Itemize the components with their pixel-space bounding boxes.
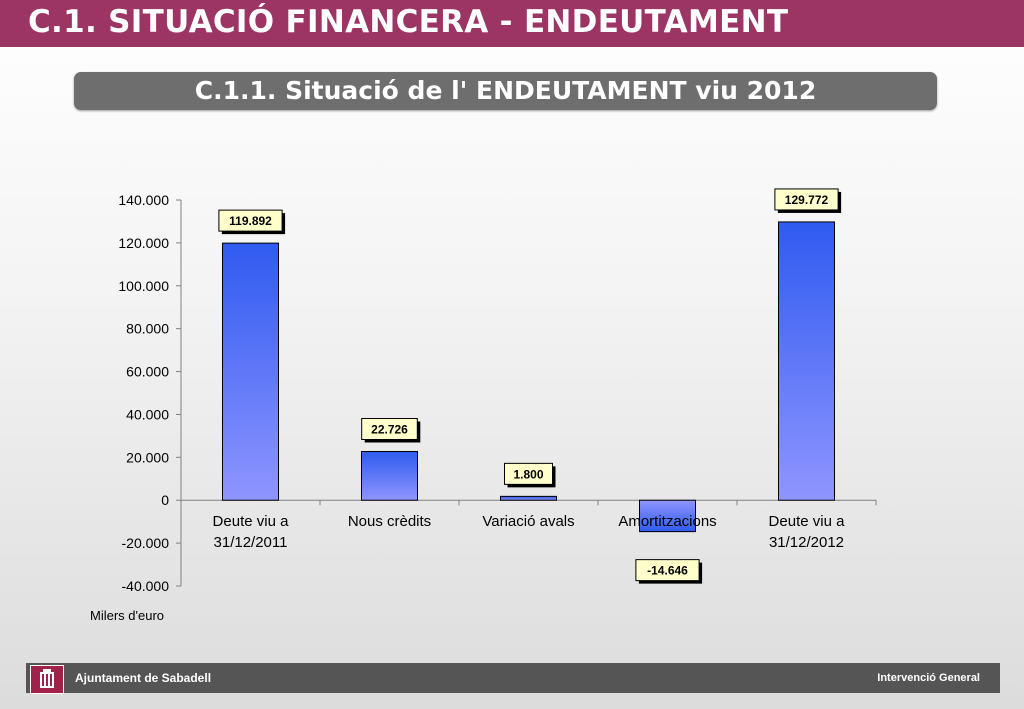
y-tick-label: 0	[161, 492, 169, 508]
footer-department: Intervenció General	[877, 672, 980, 684]
y-tick-label: 140.000	[118, 192, 169, 208]
x-tick-label: Deute viu a	[213, 513, 290, 530]
chart-subtitle: C.1.1. Situació de l' ENDEUTAMENT viu 20…	[194, 76, 817, 105]
y-tick-label: 60.000	[126, 364, 169, 380]
data-label: 119.892	[229, 214, 272, 228]
data-label-box	[635, 559, 700, 582]
y-tick-label: 120.000	[118, 235, 169, 251]
data-label: -14.646	[647, 564, 688, 578]
footer-organization: Ajuntament de Sabadell	[75, 671, 212, 685]
unit-label: Milers d'euro	[90, 608, 165, 623]
y-tick-label: 80.000	[126, 321, 169, 337]
data-label-box	[504, 462, 553, 485]
bar	[778, 221, 835, 501]
y-tick-label: 100.000	[118, 278, 169, 294]
page-title: C.1. SITUACIÓ FINANCERA - ENDEUTAMENT	[28, 4, 789, 40]
sabadell-logo-icon	[30, 665, 64, 694]
y-tick-label: -40.000	[122, 578, 170, 594]
y-tick-label: 40.000	[126, 406, 169, 422]
x-tick-label: Deute viu a	[769, 513, 846, 530]
x-tick-label: 31/12/2012	[769, 534, 844, 551]
data-label: 22.726	[371, 422, 408, 436]
x-tick-label: Amortitzacions	[618, 513, 716, 530]
y-tick-label: -20.000	[122, 535, 170, 551]
bar	[639, 499, 696, 533]
y-tick-label: 20.000	[126, 449, 169, 465]
subtitle-bar: C.1.1. Situació de l' ENDEUTAMENT viu 20…	[74, 72, 937, 110]
data-label: 1.800	[513, 467, 543, 481]
bar	[361, 450, 418, 501]
data-label-box	[774, 188, 839, 211]
x-tick-label: 31/12/2011	[214, 534, 288, 551]
footer-bar	[26, 663, 1000, 693]
x-tick-label: Variació avals	[482, 513, 574, 530]
x-tick-label: Nous crèdits	[348, 513, 431, 530]
bar	[222, 242, 279, 501]
bar-chart: 140.000 120.000 100.000 80.000 60.000 40.000 2…	[118, 188, 877, 594]
header-bar: C.1. SITUACIÓ FINANCERA - ENDEUTAMENT	[0, 0, 1024, 47]
data-label: 129.772	[785, 193, 829, 207]
bar	[500, 495, 557, 501]
data-label-box	[218, 209, 283, 232]
data-label-box	[361, 417, 418, 440]
